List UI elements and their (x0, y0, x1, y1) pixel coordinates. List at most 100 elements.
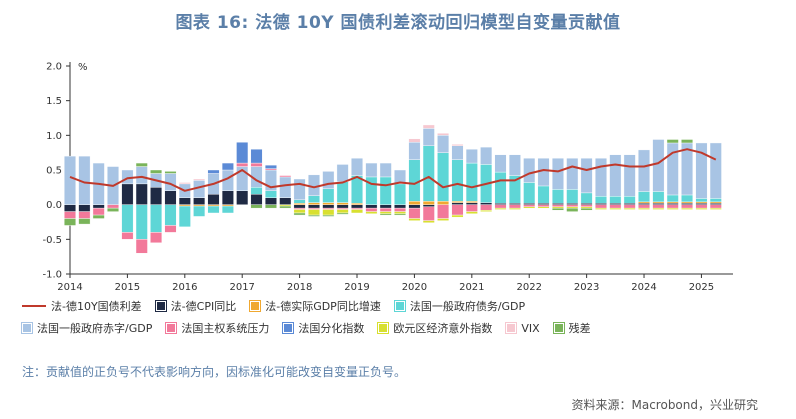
bar-segment (422, 200, 435, 205)
bar-segment (207, 204, 220, 207)
legend-swatch (393, 300, 406, 312)
bar-segment (193, 178, 206, 181)
bar-segment (408, 207, 421, 219)
bar-segment (394, 183, 407, 205)
bar-segment (595, 207, 607, 210)
bar-segment (609, 196, 622, 204)
bar-segment (551, 189, 564, 204)
bar-segment (681, 139, 694, 144)
bar-segment (638, 149, 650, 192)
bar-segment (264, 190, 277, 198)
bar-segment (465, 200, 478, 203)
bar-segment (681, 194, 694, 203)
bar-segment (193, 205, 206, 217)
bar-segment (365, 207, 378, 212)
x-tick-label: 2022 (516, 282, 541, 293)
bar-segment (551, 204, 564, 207)
bar-segment (422, 124, 435, 129)
legend-swatch (249, 300, 262, 312)
bar-segment (609, 154, 622, 197)
x-tick-label: 2025 (689, 282, 714, 293)
bar-segment (609, 204, 622, 209)
source-text: 资料来源：Macrobond，兴业研究 (571, 398, 759, 412)
bar-segment (666, 203, 679, 205)
bar-segment (494, 207, 507, 210)
bar-segment (164, 190, 177, 205)
bar-segment (150, 169, 163, 174)
bar-segment (121, 204, 134, 233)
bar-segment (322, 209, 335, 216)
bar-segment (408, 204, 421, 209)
chart-note: 注：贡献值的正负号不代表影响方向，因标准化可能改变自变量正负号。 (22, 365, 407, 379)
legend-item: 法国分化指数 (282, 320, 364, 336)
bar-segment (322, 202, 335, 205)
bar-segment (566, 158, 579, 190)
bar-segment (580, 207, 593, 211)
bar-segment (638, 207, 650, 210)
x-tick-label: 2015 (115, 282, 140, 293)
legend-item: 法国主权系统压力 (165, 320, 269, 336)
bar-segment (638, 201, 650, 204)
bar-segment (451, 200, 464, 203)
bar-segment (250, 194, 263, 205)
bar-segment (652, 207, 665, 210)
bar-segment (451, 159, 464, 202)
bar-segment (523, 204, 536, 207)
bar-segment (666, 207, 679, 210)
bar-segment (135, 183, 148, 205)
legend-label: 欧元区经济意外指数 (393, 322, 493, 335)
bar-segment (336, 207, 349, 210)
bar-segment (580, 192, 593, 204)
bar-segment (308, 207, 320, 210)
bar-segment (437, 152, 450, 202)
bar-segment (465, 148, 478, 164)
legend-label: 残差 (568, 322, 591, 335)
bar-segment (221, 190, 234, 205)
bar-segment (394, 207, 407, 212)
bar-segment (135, 166, 148, 185)
bar-segment (221, 205, 234, 214)
bar-segment (422, 204, 435, 207)
bar-segment (508, 207, 521, 210)
bar-segment (595, 204, 607, 209)
legend-swatch (154, 300, 167, 312)
bar-segment (695, 207, 708, 210)
bar-segment (523, 158, 536, 183)
bar-segment (709, 203, 722, 205)
y-tick-label: 2.0 (46, 62, 62, 73)
legend-swatch (165, 322, 178, 334)
bar-segment (365, 162, 378, 178)
bar-segment (465, 211, 478, 214)
bar-segment (480, 204, 493, 211)
legend-item: 欧元区经济意外指数 (377, 320, 493, 336)
bar-segment (695, 203, 708, 205)
bar-segment (279, 176, 292, 198)
bar-segment (250, 187, 263, 195)
bar-segment (107, 207, 119, 212)
bar-segment (638, 204, 650, 209)
bar-segment (351, 203, 363, 205)
bar-segment (92, 207, 105, 216)
bar-segment (236, 190, 249, 205)
bar-segment (494, 171, 507, 204)
bar-segment (322, 171, 335, 189)
bar-segment (595, 203, 607, 205)
bar-segment (566, 203, 579, 205)
y-tick-label: 0.0 (46, 200, 62, 211)
bar-segment (78, 204, 91, 212)
bar-segment (437, 133, 450, 136)
bar-segment (666, 194, 679, 203)
bar-segment (566, 189, 579, 204)
bar-segment (78, 211, 91, 219)
x-tick-label: 2021 (459, 282, 484, 293)
bar-segment (537, 158, 550, 187)
bar-segment (666, 139, 679, 144)
bar-segment (465, 202, 478, 205)
bar-segment (494, 204, 507, 209)
bar-segment (336, 181, 349, 203)
bar-segment (652, 191, 665, 203)
bar-segment (264, 164, 277, 169)
bar-segment (135, 239, 148, 254)
bar-segment (365, 211, 378, 214)
bar-segment (293, 204, 306, 209)
